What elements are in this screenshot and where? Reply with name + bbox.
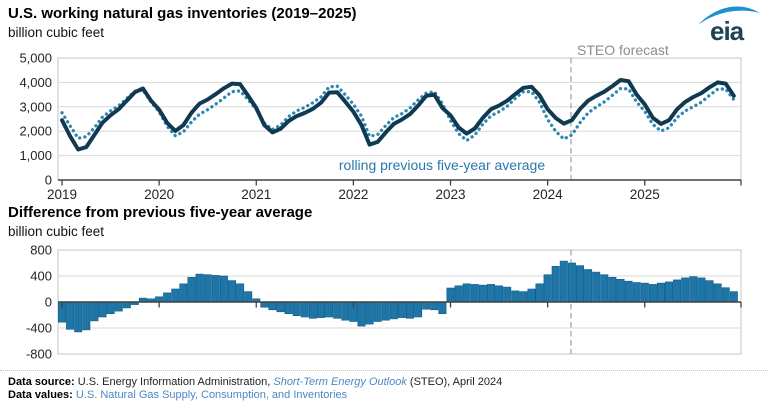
difference-chart-title: Difference from previous five-year avera… <box>8 204 313 221</box>
svg-text:2020: 2020 <box>144 187 174 202</box>
steo-forecast-label: STEO forecast <box>577 42 669 58</box>
footer-notes: Data source: U.S. Energy Information Adm… <box>8 376 502 402</box>
data-source-label: Data source: <box>8 376 78 388</box>
svg-text:-800: -800 <box>26 347 52 362</box>
inventories-line-chart: 0 1,000 2,000 3,000 4,000 5,000 2019 2020 2021 20… <box>19 51 742 202</box>
svg-text:2025: 2025 <box>630 187 660 202</box>
svg-text:3,000: 3,000 <box>19 99 52 114</box>
eia-logo: eia <box>696 4 762 46</box>
difference-bar-chart: -800 -400 0 400 800 <box>26 243 742 362</box>
data-values-line: Data values: U.S. Natural Gas Supply, Co… <box>8 389 502 402</box>
svg-text:2022: 2022 <box>338 187 368 202</box>
data-source-text: U.S. Energy Information Administration, <box>77 376 274 388</box>
svg-text:2024: 2024 <box>533 187 564 202</box>
svg-text:0: 0 <box>45 173 52 188</box>
data-values-link[interactable]: U.S. Natural Gas Supply, Consumption, an… <box>75 389 348 401</box>
data-source-line: Data source: U.S. Energy Information Adm… <box>8 376 502 389</box>
svg-text:2023: 2023 <box>435 187 465 202</box>
svg-text:2,000: 2,000 <box>19 124 52 139</box>
svg-text:1,000: 1,000 <box>19 148 52 163</box>
footer-divider <box>0 370 768 371</box>
svg-text:400: 400 <box>30 269 52 284</box>
svg-text:2019: 2019 <box>47 187 77 202</box>
svg-text:0: 0 <box>45 295 52 310</box>
svg-text:800: 800 <box>30 243 52 258</box>
svg-text:2021: 2021 <box>241 187 271 202</box>
steo-link[interactable]: Short-Term Energy Outlook <box>273 376 407 388</box>
eia-logo-swoosh <box>698 6 760 25</box>
svg-text:4,000: 4,000 <box>19 75 52 90</box>
svg-text:-400: -400 <box>26 321 52 336</box>
data-source-suffix: (STEO), April 2024 <box>406 376 503 388</box>
eia-logo-text: eia <box>710 16 745 46</box>
data-values-label: Data values: <box>8 389 76 401</box>
svg-text:5,000: 5,000 <box>19 51 52 66</box>
difference-chart-units-label: billion cubic feet <box>8 224 105 239</box>
legend-five-year-average: rolling previous five-year average <box>338 157 546 173</box>
top-chart-units-label: billion cubic feet <box>8 25 105 40</box>
page-title: U.S. working natural gas inventories (20… <box>8 5 357 22</box>
